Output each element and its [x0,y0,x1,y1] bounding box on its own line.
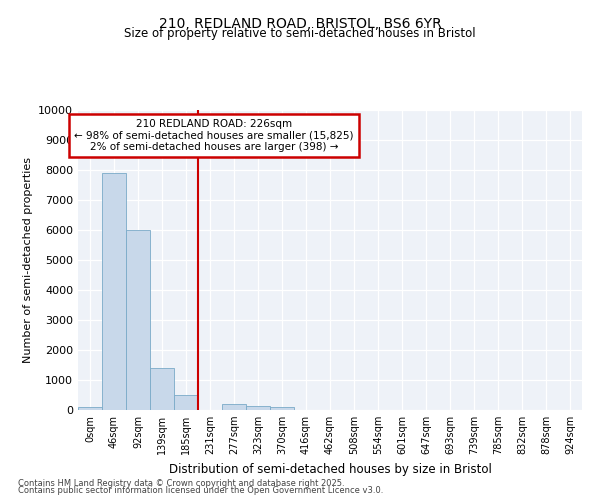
Bar [126,230,150,410]
Text: 210 REDLAND ROAD: 226sqm
← 98% of semi-detached houses are smaller (15,825)
2% o: 210 REDLAND ROAD: 226sqm ← 98% of semi-d… [74,119,354,152]
Bar [222,404,246,410]
Text: Contains public sector information licensed under the Open Government Licence v3: Contains public sector information licen… [18,486,383,495]
X-axis label: Distribution of semi-detached houses by size in Bristol: Distribution of semi-detached houses by … [169,462,491,475]
Bar [78,407,102,410]
Text: Size of property relative to semi-detached houses in Bristol: Size of property relative to semi-detach… [124,28,476,40]
Y-axis label: Number of semi-detached properties: Number of semi-detached properties [23,157,32,363]
Text: Contains HM Land Registry data © Crown copyright and database right 2025.: Contains HM Land Registry data © Crown c… [18,478,344,488]
Bar [246,406,270,410]
Bar [174,395,198,410]
Bar [270,407,294,410]
Bar [102,173,126,410]
Bar [150,368,174,410]
Text: 210, REDLAND ROAD, BRISTOL, BS6 6YR: 210, REDLAND ROAD, BRISTOL, BS6 6YR [158,18,442,32]
